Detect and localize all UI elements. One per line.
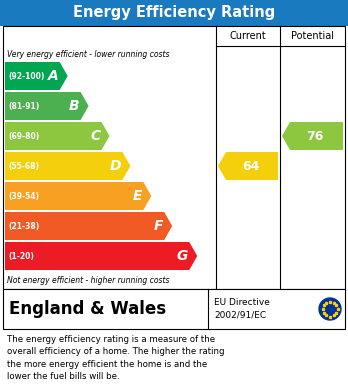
- Text: (55-68): (55-68): [8, 161, 39, 170]
- Text: F: F: [154, 219, 163, 233]
- Bar: [3, 26, 345, 289]
- Polygon shape: [5, 122, 110, 150]
- Text: EU Directive
2002/91/EC: EU Directive 2002/91/EC: [214, 298, 270, 320]
- Text: (69-80): (69-80): [8, 131, 39, 140]
- Bar: [0, 0, 348, 26]
- Text: Energy Efficiency Rating: Energy Efficiency Rating: [73, 5, 275, 20]
- Text: C: C: [90, 129, 101, 143]
- Text: (21-38): (21-38): [8, 221, 39, 231]
- Polygon shape: [5, 212, 172, 240]
- Text: (92-100): (92-100): [8, 72, 45, 81]
- Polygon shape: [5, 242, 197, 270]
- Text: 64: 64: [242, 160, 259, 172]
- Text: (81-91): (81-91): [8, 102, 39, 111]
- Text: Current: Current: [230, 31, 266, 41]
- Text: B: B: [69, 99, 80, 113]
- Text: The energy efficiency rating is a measure of the
overall efficiency of a home. T: The energy efficiency rating is a measur…: [7, 335, 224, 381]
- Polygon shape: [5, 152, 130, 180]
- Text: England & Wales: England & Wales: [9, 300, 166, 318]
- Polygon shape: [218, 152, 278, 180]
- Text: 76: 76: [307, 129, 324, 142]
- Polygon shape: [5, 92, 89, 120]
- Text: Not energy efficient - higher running costs: Not energy efficient - higher running co…: [7, 276, 169, 285]
- Text: D: D: [110, 159, 121, 173]
- Text: Potential: Potential: [291, 31, 334, 41]
- Polygon shape: [282, 122, 343, 150]
- Bar: [3, 289, 345, 329]
- Polygon shape: [5, 62, 68, 90]
- Text: G: G: [177, 249, 188, 263]
- Text: E: E: [133, 189, 142, 203]
- Text: (1-20): (1-20): [8, 251, 34, 260]
- Circle shape: [319, 298, 341, 320]
- Text: Very energy efficient - lower running costs: Very energy efficient - lower running co…: [7, 50, 169, 59]
- Text: (39-54): (39-54): [8, 192, 39, 201]
- Polygon shape: [5, 182, 151, 210]
- Text: A: A: [48, 69, 59, 83]
